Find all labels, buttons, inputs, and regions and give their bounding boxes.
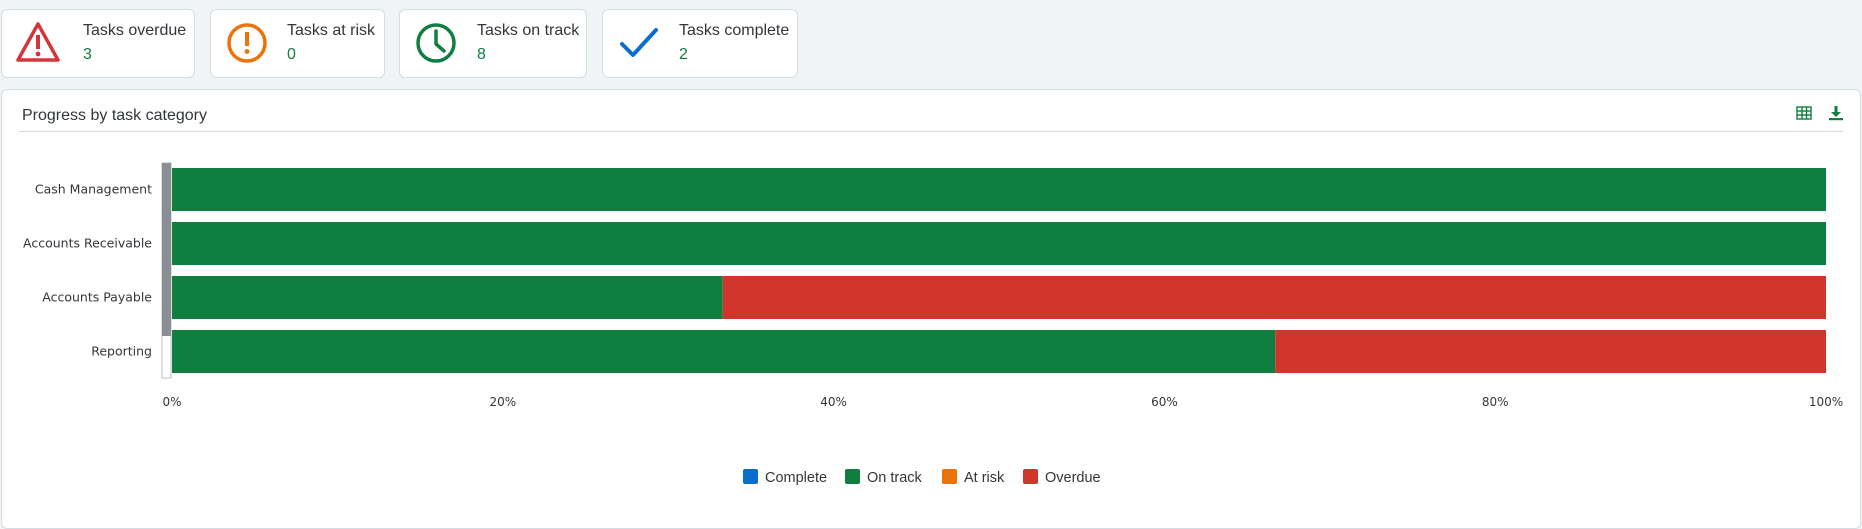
legend-label: At risk: [964, 470, 1005, 486]
bar-segment-on-track[interactable]: [172, 222, 1826, 265]
x-tick-label: 20%: [489, 395, 516, 409]
stacked-bar-chart: Cash Management Accounts Receivable Accoun…: [23, 162, 1843, 409]
panel-title: Progress by task category: [22, 107, 207, 124]
category-label: Cash Management: [35, 182, 152, 197]
kpi-value: 0: [287, 46, 296, 63]
kpi-value: 8: [477, 46, 486, 63]
checkmark-icon: [620, 28, 658, 57]
kpi-tasks-at-risk[interactable]: Tasks at risk 0: [210, 9, 385, 78]
category-label: Accounts Payable: [42, 290, 152, 305]
warning-triangle-icon: [16, 22, 60, 62]
legend-swatch: [743, 469, 758, 484]
kpi-label: Tasks overdue: [83, 22, 187, 39]
chart-legend: Complete On track At risk Overdue: [0, 469, 1862, 489]
download-button[interactable]: [1827, 104, 1845, 122]
legend-swatch: [1023, 469, 1038, 484]
kpi-value: 2: [679, 46, 688, 63]
legend-item-on-track[interactable]: On track: [845, 469, 922, 487]
x-tick-label: 40%: [820, 395, 847, 409]
x-tick-label: 60%: [1151, 395, 1178, 409]
bar-segment-on-track[interactable]: [172, 168, 1826, 211]
kpi-label: Tasks on track: [477, 22, 580, 39]
x-tick-label: 100%: [1809, 395, 1843, 409]
category-label: Reporting: [91, 344, 152, 359]
category-axis: Cash Management Accounts Receivable Accoun…: [23, 182, 152, 359]
bar-segment-overdue[interactable]: [722, 276, 1826, 319]
kpi-label: Tasks complete: [679, 22, 790, 39]
bars-layer: [161, 162, 1826, 379]
legend-swatch: [845, 469, 860, 484]
chart-scrollbar-thumb[interactable]: [162, 163, 171, 336]
table-view-button[interactable]: [1795, 104, 1813, 122]
exclamation-circle-icon: [227, 23, 267, 63]
x-tick-label: 80%: [1482, 395, 1509, 409]
bar-segment-on-track[interactable]: [172, 276, 723, 319]
table-icon: [1796, 106, 1812, 120]
legend-label: On track: [867, 470, 922, 486]
bar-segment-on-track[interactable]: [172, 330, 1276, 373]
bar-segment-overdue[interactable]: [1275, 330, 1826, 373]
kpi-value: 3: [83, 46, 92, 63]
kpi-tasks-on-track[interactable]: Tasks on track 8: [399, 9, 587, 78]
legend-item-at-risk[interactable]: At risk: [942, 469, 1004, 487]
x-tick-label: 0%: [162, 395, 181, 409]
kpi-label: Tasks at risk: [287, 22, 376, 39]
clock-icon: [416, 23, 456, 63]
legend-swatch: [942, 469, 957, 484]
legend-item-overdue[interactable]: Overdue: [1023, 469, 1101, 487]
legend-label: Overdue: [1045, 470, 1101, 486]
kpi-tasks-complete[interactable]: Tasks complete 2: [602, 9, 798, 78]
legend-item-complete[interactable]: Complete: [743, 469, 827, 487]
value-axis: 0% 20% 40% 60% 80% 100%: [162, 395, 1843, 409]
panel-divider: [19, 131, 1843, 132]
download-icon: [1829, 106, 1843, 121]
category-label: Accounts Receivable: [23, 236, 152, 251]
kpi-tasks-overdue[interactable]: Tasks overdue 3: [1, 9, 195, 78]
legend-label: Complete: [765, 470, 828, 486]
